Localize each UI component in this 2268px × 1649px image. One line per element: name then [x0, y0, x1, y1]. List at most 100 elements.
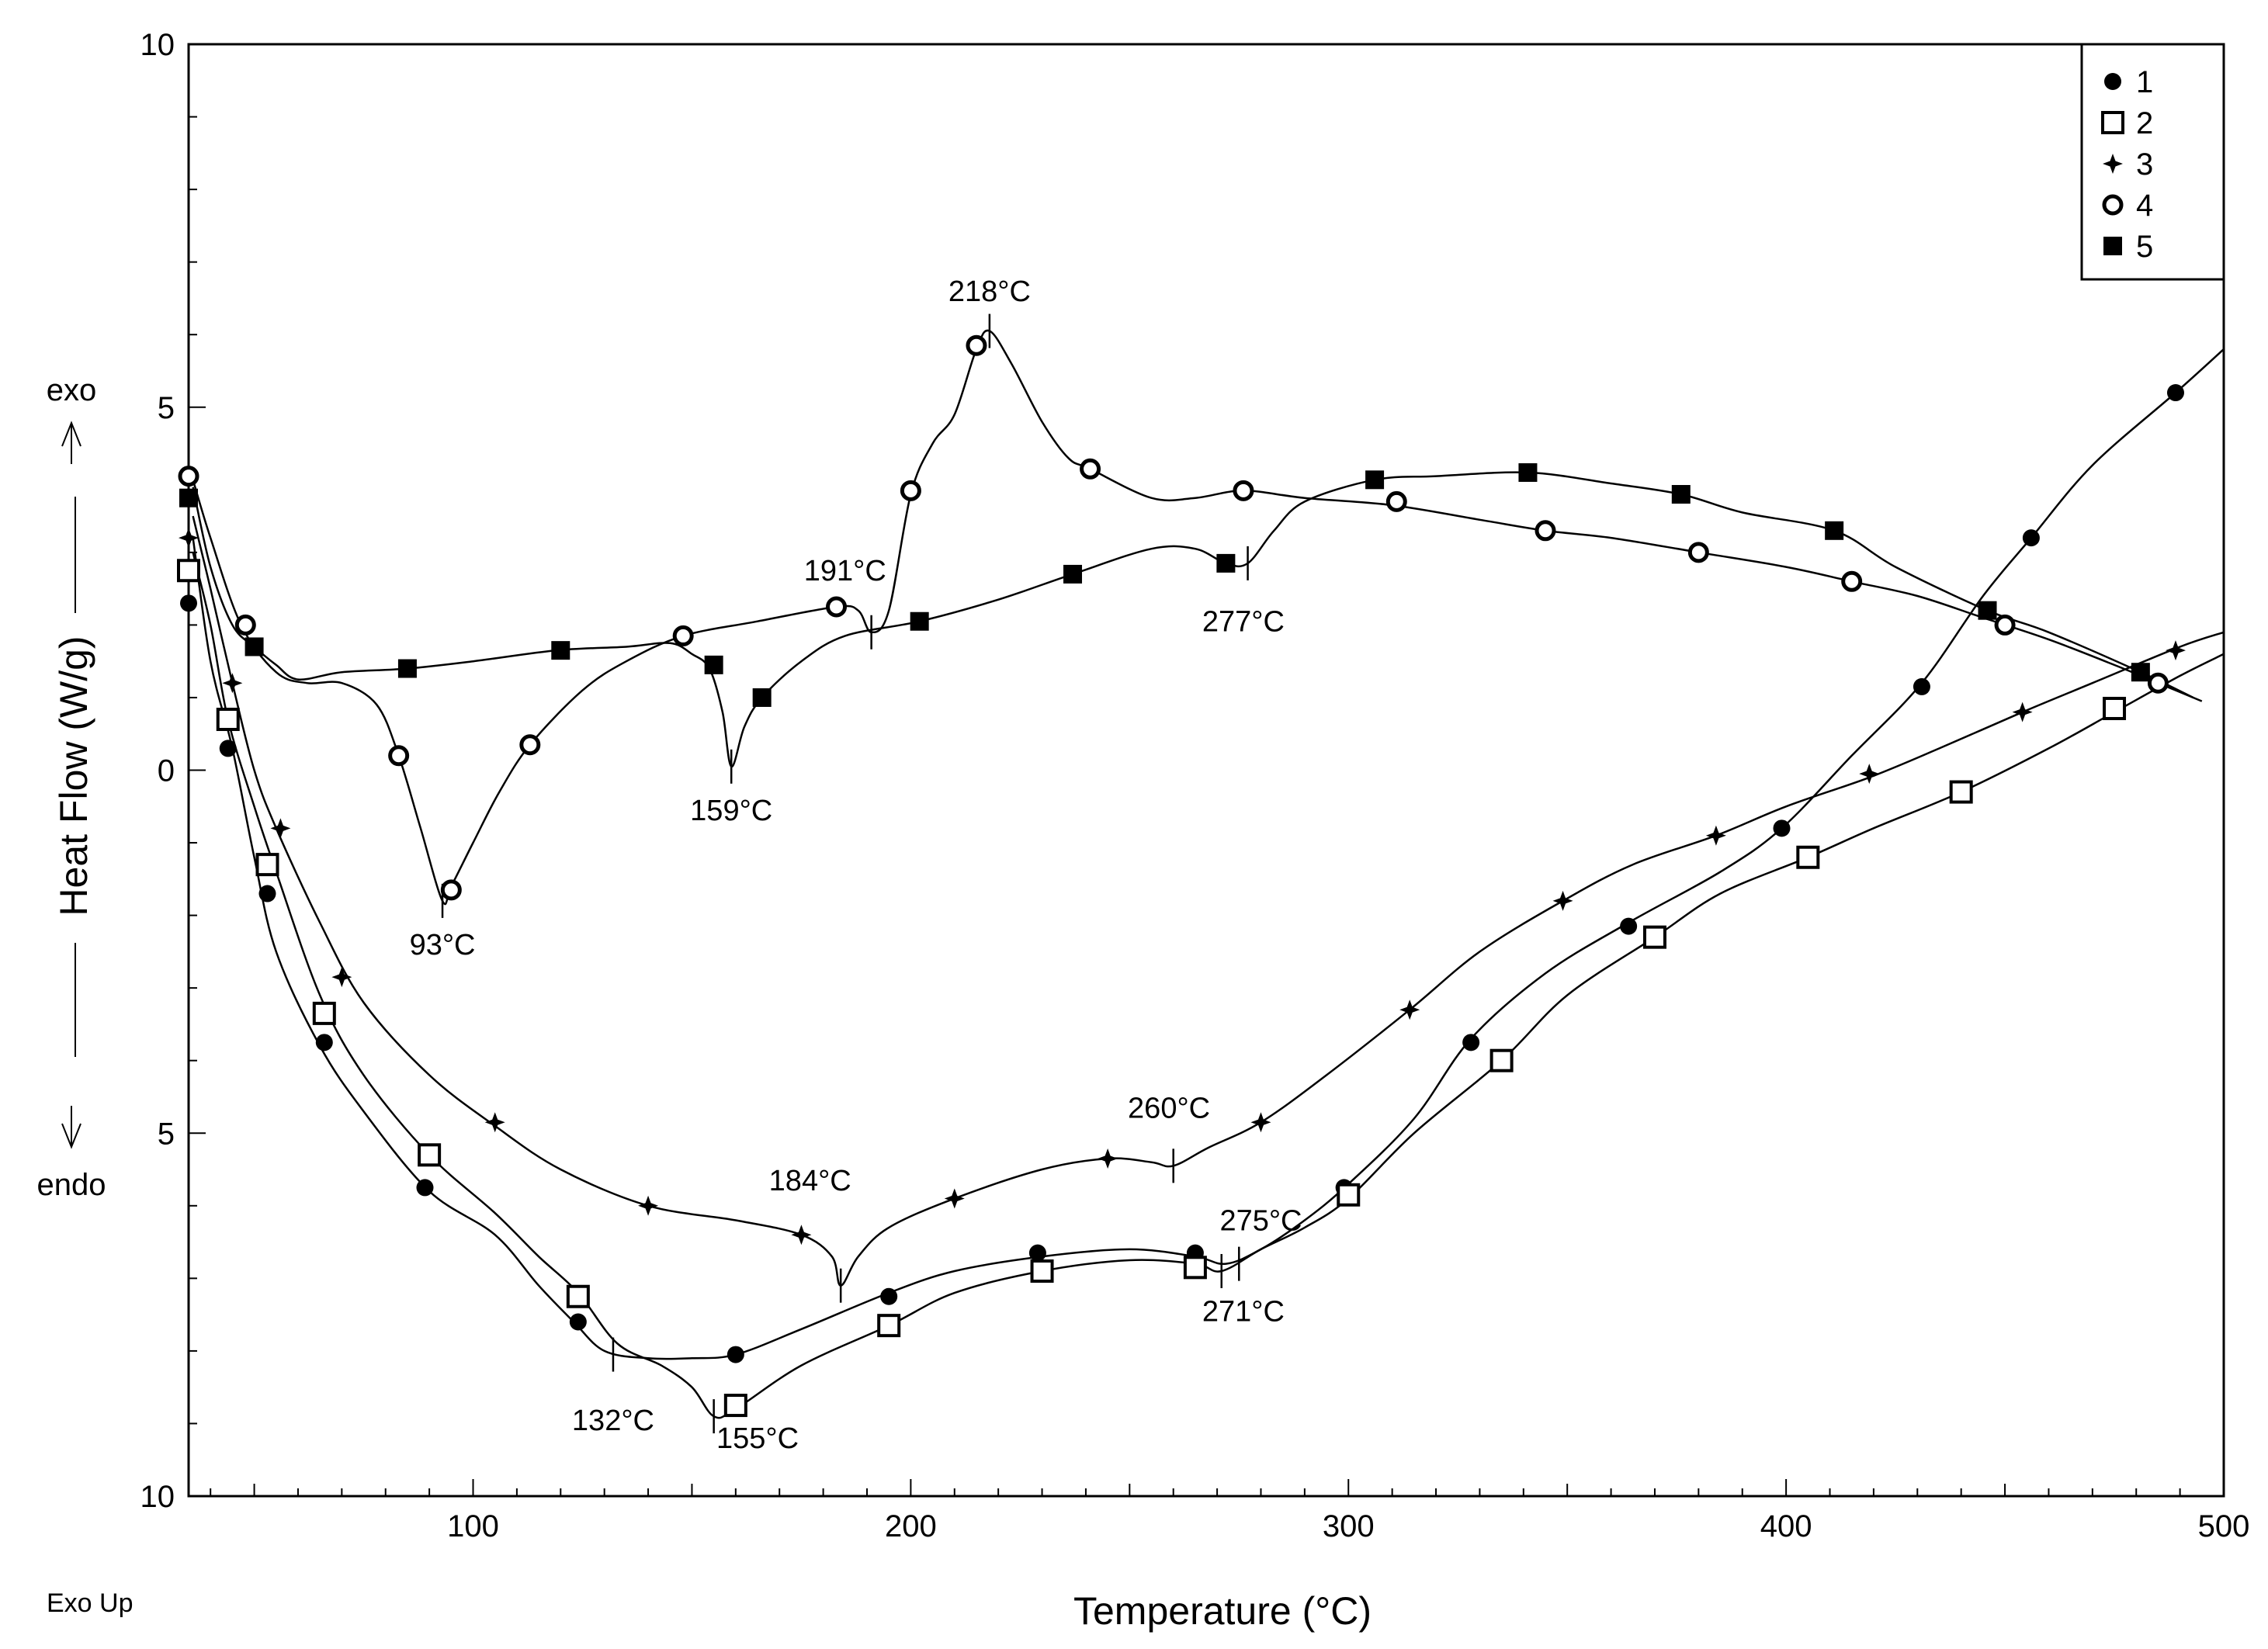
peak-tick-marks: [441, 314, 1249, 1434]
legend-marker-3: [2103, 154, 2123, 174]
series-2-point: [1796, 845, 1820, 869]
x-tick-label: 500: [2198, 1509, 2250, 1543]
series-4-point: [1994, 614, 2016, 636]
series-4-point: [440, 879, 462, 901]
series-4-point: [519, 734, 541, 756]
y-tick-label: 5: [158, 1117, 175, 1151]
series-5-point: [551, 641, 570, 660]
series-4-point: [178, 466, 199, 487]
series-5-point: [1978, 601, 1997, 620]
axis-ticks: 100 200 300 400 500 10 5 0 5 10: [140, 28, 2250, 1543]
peak-label: 275°C: [1219, 1205, 1302, 1238]
peak-annotations: 218°C 191°C 277°C 159°C 93°C 260°C 184°C 275°C 2…: [410, 275, 1302, 1455]
series-2-point: [177, 559, 200, 583]
series-1-point: [880, 1287, 898, 1305]
series-4-line: [192, 329, 2203, 906]
series-2-point: [1337, 1183, 1361, 1207]
series-4-point: [672, 625, 694, 646]
series-3-point: [1098, 1148, 1118, 1169]
exo-arrow-icon: [61, 421, 81, 464]
series-2-point: [2103, 696, 2127, 720]
series-1-point: [2166, 384, 2184, 402]
legend-label-4: 4: [2136, 189, 2153, 223]
series-4-point: [1841, 570, 1863, 592]
x-tick-label: 300: [1323, 1509, 1375, 1543]
series-5-point: [752, 688, 772, 707]
series-3-point: [179, 528, 199, 549]
legend: 1 2 3 4 5: [2080, 43, 2225, 281]
series-markers: [177, 334, 2186, 1418]
peak-label: 191°C: [804, 555, 886, 587]
series-2-point: [1642, 925, 1666, 949]
series-curves: [192, 329, 2225, 1419]
series-1-point: [2022, 529, 2040, 547]
series-4-point: [826, 596, 848, 618]
series-1-point: [180, 594, 197, 612]
series-3-point: [1705, 825, 1726, 846]
series-2-point: [1949, 780, 1973, 804]
series-2-point: [1030, 1259, 1054, 1283]
endo-label: endo: [37, 1168, 106, 1202]
legend-marker-5: [2103, 237, 2122, 255]
y-tick-label: 10: [140, 28, 175, 62]
series-2-point: [877, 1314, 901, 1338]
series-1-point: [569, 1313, 587, 1331]
series-1-point: [1913, 677, 1930, 695]
peak-label: 218°C: [948, 275, 1031, 308]
series-3-point: [1399, 999, 1420, 1020]
series-1-point: [1462, 1034, 1480, 1051]
series-3-point: [1250, 1112, 1271, 1133]
series-1-point: [1620, 917, 1638, 935]
series-5-point: [244, 637, 264, 656]
series-2-point: [1489, 1048, 1514, 1072]
series-2-point: [418, 1143, 442, 1167]
series-5-point: [910, 611, 929, 631]
series-2-point: [723, 1394, 747, 1418]
series-3-line: [192, 515, 2225, 1287]
x-tick-label: 100: [447, 1509, 499, 1543]
series-2-point: [566, 1284, 590, 1308]
series-3-point: [791, 1225, 812, 1245]
peak-label: 132°C: [572, 1405, 654, 1437]
series-4-point: [1535, 520, 1556, 542]
series-5-point: [1671, 485, 1691, 504]
series-3-point: [222, 673, 243, 694]
series-4-point: [1687, 542, 1709, 563]
series-4-point: [1233, 480, 1254, 501]
peak-label: 260°C: [1128, 1093, 1210, 1125]
series-3-point: [2165, 640, 2186, 661]
series-5-point: [1825, 521, 1844, 540]
series-4-point: [1080, 458, 1101, 480]
x-tick-label: 400: [1760, 1509, 1812, 1543]
series-5-point: [397, 659, 417, 678]
series-2-point: [216, 708, 240, 732]
series-4-point: [900, 480, 921, 501]
series-1-point: [416, 1179, 434, 1197]
legend-marker-1: [2104, 73, 2121, 90]
series-4-point: [234, 614, 256, 636]
series-1-line: [192, 348, 2225, 1360]
y-tick-label: 0: [158, 754, 175, 788]
series-1-point: [219, 740, 237, 757]
peak-label: 155°C: [716, 1422, 799, 1455]
series-3-point: [2012, 702, 2033, 722]
series-1-point: [258, 885, 276, 902]
exo-up-label: Exo Up: [47, 1588, 134, 1618]
x-axis-title: Temperature (°C): [1073, 1589, 1372, 1633]
endo-arrow-icon: [61, 1106, 81, 1149]
legend-label-1: 1: [2136, 65, 2153, 99]
series-3-point: [484, 1112, 505, 1133]
exo-label: exo: [47, 373, 97, 407]
series-5-line: [192, 471, 2194, 768]
series-3-point: [1552, 890, 1573, 911]
series-3-point: [944, 1188, 965, 1209]
peak-label: 184°C: [769, 1165, 851, 1197]
series-1-point: [1028, 1244, 1046, 1262]
peak-label: 271°C: [1202, 1295, 1285, 1328]
legend-label-2: 2: [2136, 106, 2153, 140]
legend-label-5: 5: [2136, 230, 2153, 264]
series-1-point: [1773, 819, 1791, 837]
peak-label: 277°C: [1202, 606, 1285, 639]
y-axis-title: Heat Flow (W/g): [52, 636, 95, 916]
